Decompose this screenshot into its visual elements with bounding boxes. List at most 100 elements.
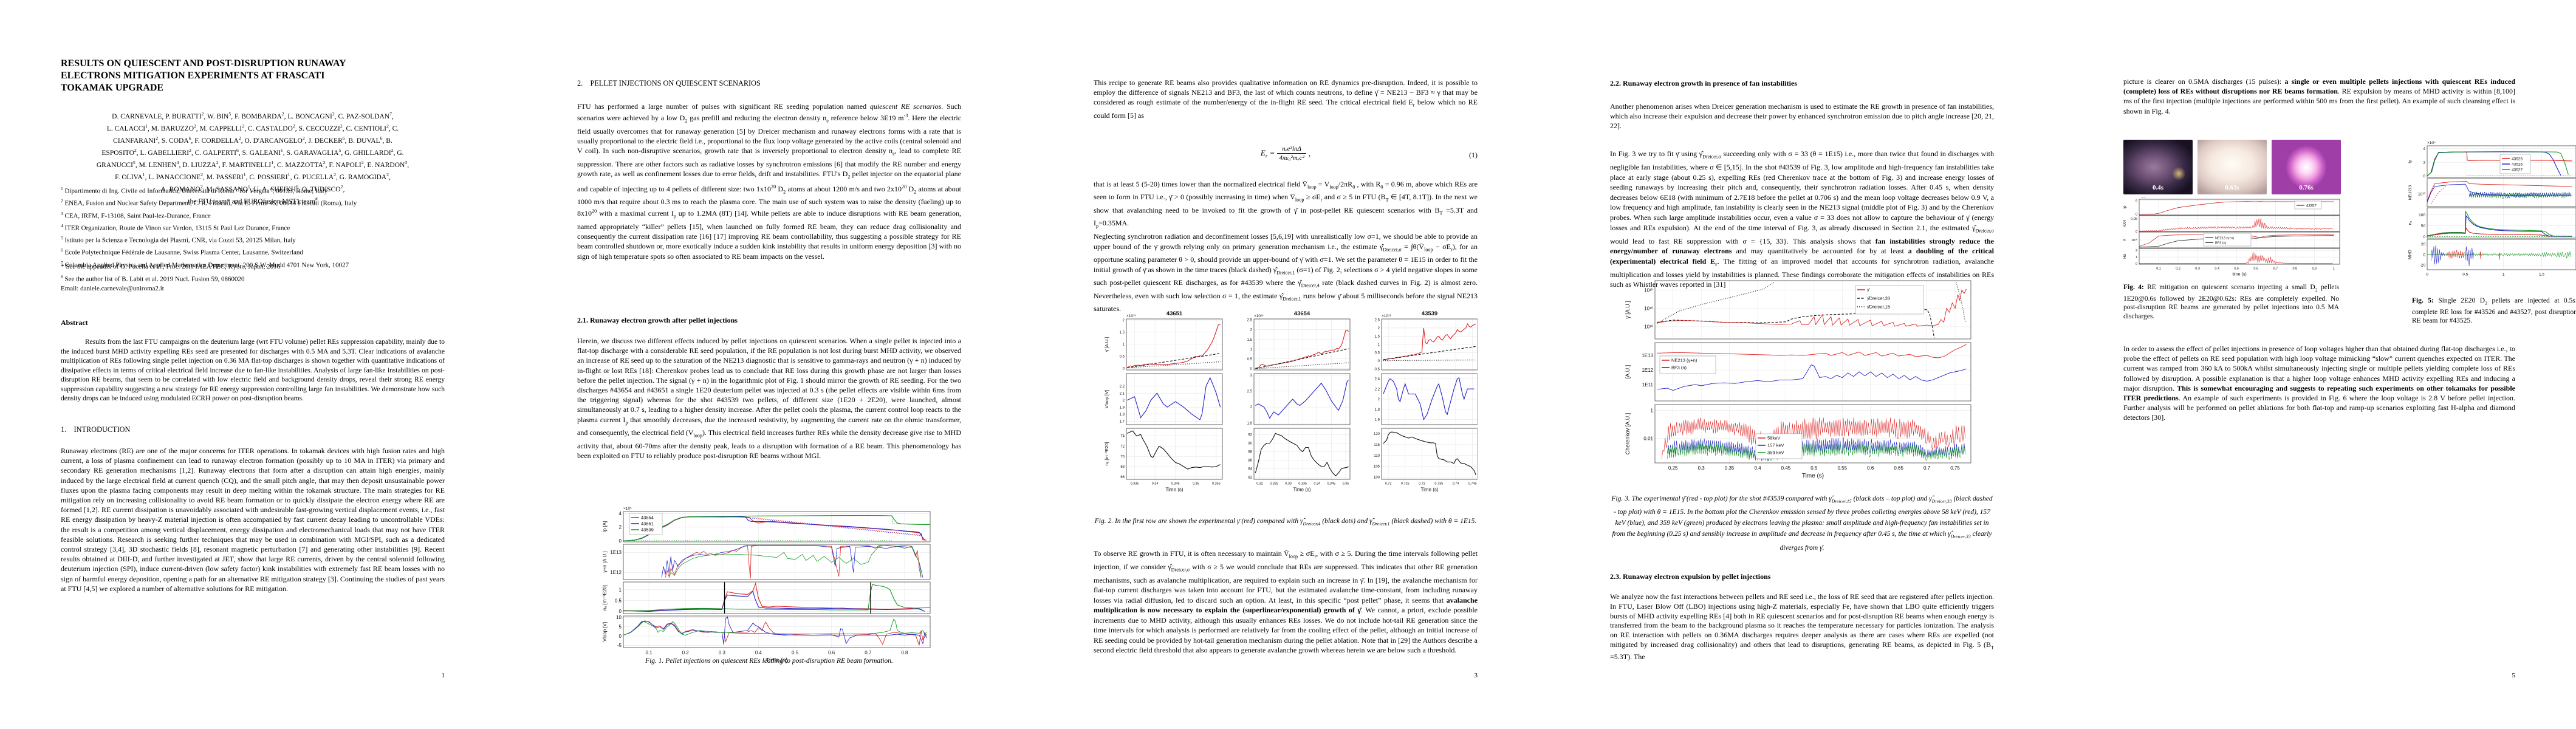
svg-text:0: 0 <box>1123 367 1125 371</box>
page-2: 2. PELLET INJECTIONS ON QUIESCENT SCENAR… <box>515 0 1030 729</box>
svg-text:Time (s): Time (s) <box>1802 473 1824 479</box>
svg-text:58keV: 58keV <box>1767 436 1780 441</box>
figure-5-caption: Fig. 5: Single 2E20 D2 pellets are injec… <box>2412 297 2576 325</box>
svg-text:NE213 (γ+n): NE213 (γ+n) <box>1671 358 1697 363</box>
svg-text:1.5: 1.5 <box>2539 273 2544 277</box>
svg-text:0.4: 0.4 <box>1754 465 1761 471</box>
svg-text:0.325: 0.325 <box>1270 482 1278 486</box>
svg-text:0.7: 0.7 <box>865 650 872 655</box>
svg-text:0: 0 <box>2423 235 2425 239</box>
svg-text:0: 0 <box>2423 253 2425 257</box>
svg-text:0.2: 0.2 <box>682 650 690 655</box>
figure-2-plot: 0 0.5 1 1.5 2 γ̄ [A.U.] ×10¹³ 43651 0 0.5 1 1.5 2 2.5… <box>1104 310 1478 493</box>
svg-text:1: 1 <box>1651 408 1654 413</box>
svg-text:γ̄ [A.U.]: γ̄ [A.U.] <box>1104 337 1109 352</box>
page-number-5: 5 <box>2512 672 2516 679</box>
svg-text:γ̂Dreicer,15: γ̂Dreicer,15 <box>1867 304 1890 310</box>
svg-text:0: 0 <box>2136 262 2137 266</box>
recipe-paragraph: This recipe to generate RE beams also pr… <box>1094 78 1478 120</box>
svg-text:68: 68 <box>1120 465 1125 469</box>
svg-text:0.1: 0.1 <box>646 650 653 655</box>
affiliation-line: 7 Columbia Applied Physics and Applied M… <box>61 259 349 269</box>
svg-text:43651: 43651 <box>1166 310 1183 317</box>
svg-text:BF3 (n): BF3 (n) <box>1671 365 1687 371</box>
abstract-paragraph: Results from the last FTU campaigns on t… <box>61 338 445 402</box>
svg-text:43527: 43527 <box>2512 168 2523 173</box>
svg-text:0: 0 <box>2423 174 2425 179</box>
svg-text:Ip: Ip <box>2123 205 2127 209</box>
svg-text:nₑ: nₑ <box>2408 221 2413 225</box>
svg-text:0.34: 0.34 <box>1152 482 1159 486</box>
svg-text:0: 0 <box>2136 230 2137 234</box>
svg-text:0.5: 0.5 <box>792 650 799 655</box>
svg-text:110: 110 <box>1374 454 1380 458</box>
affiliation-line: 3 CEA, IRFM, F-13108, Saint Paul-lez-Dur… <box>61 210 211 220</box>
svg-text:0.55: 0.55 <box>1837 465 1847 471</box>
svg-text:0.01: 0.01 <box>1643 436 1653 441</box>
footnote-block: * See the appendix of G. Pucella et al.,… <box>61 262 445 293</box>
page-1: RESULTS ON QUIESCENT AND POST-DISRUPTION… <box>0 0 515 729</box>
avalanche-paragraph: To observe RE growth in FTU, it is often… <box>1094 549 1478 655</box>
author-line: A. ROMANO2, M. SASSANO1, U. A. SHEIKH6, … <box>160 184 345 194</box>
svg-text:1.5: 1.5 <box>1375 335 1380 339</box>
svg-text:0.5: 0.5 <box>2234 267 2239 271</box>
svg-text:5: 5 <box>619 625 622 630</box>
svg-text:-5: -5 <box>617 643 622 648</box>
figure-4-caption: Fig. 4: RE mitigation on quiescent scena… <box>2123 284 2339 320</box>
svg-text:120: 120 <box>1374 433 1380 436</box>
svg-text:1.9: 1.9 <box>1120 406 1125 409</box>
affiliation-line: 5 Istituto per la Scienza e Tecnologia d… <box>61 235 296 244</box>
svg-text:2.5: 2.5 <box>1375 318 1380 322</box>
figure-2-caption: Fig. 2. In the first row are shown the e… <box>1094 518 1477 527</box>
svg-text:3: 3 <box>1250 374 1253 378</box>
footnote-line: # See the author list of B. Labit et al.… <box>61 273 245 283</box>
svg-text:-0.5: -0.5 <box>1374 368 1380 372</box>
author-list: D. CARNEVALE, P. BURATTI2, W. BIN5, F. B… <box>61 109 445 207</box>
section-2-3-heading: 2.3. Runaway electron expulsion by pelle… <box>1610 572 1771 581</box>
svg-text:43539: 43539 <box>1422 310 1437 317</box>
section-2-1-heading: 2.1. Runaway electron growth after pelle… <box>577 316 738 324</box>
svg-text:2: 2 <box>2423 160 2425 165</box>
svg-text:2.5: 2.5 <box>1247 390 1253 394</box>
svg-text:359 keV: 359 keV <box>1767 450 1784 456</box>
author-line: L. CALACCI1, M. BARUZZO2, M. CAPPELLI2, … <box>106 123 399 132</box>
expulsion-paragraph: We analyze now the fast interactions bet… <box>1610 592 1994 662</box>
svg-text:0.6: 0.6 <box>2253 267 2258 271</box>
svg-text:NE213 (γ+n): NE213 (γ+n) <box>2215 237 2234 241</box>
svg-text:2: 2 <box>1250 406 1253 409</box>
svg-text:Vloop [V]: Vloop [V] <box>1104 390 1109 408</box>
svg-text:0.335: 0.335 <box>1298 482 1307 486</box>
svg-text:0.74: 0.74 <box>1453 482 1459 486</box>
affiliation-line: 4 ITER Organization, Route de Vinon sur … <box>61 222 290 232</box>
svg-text:4: 4 <box>2423 147 2425 151</box>
svg-text:1: 1 <box>619 587 622 592</box>
svg-text:×10¹³: ×10¹³ <box>1254 314 1264 318</box>
figure-4-camera-row: 0.4s 0.63s 0.76s <box>2123 140 2341 194</box>
svg-text:γ̂Dreicer,33: γ̂Dreicer,33 <box>1867 296 1890 301</box>
pellet-cleansing-paragraph: picture is clearer on 0.5MA discharges (… <box>2123 77 2516 115</box>
svg-text:×10¹³: ×10¹³ <box>1126 314 1136 318</box>
svg-text:0.6: 0.6 <box>828 650 835 655</box>
svg-text:70: 70 <box>1120 455 1125 459</box>
svg-text:0.65: 0.65 <box>1894 465 1903 471</box>
svg-text:0.4: 0.4 <box>755 650 762 655</box>
svg-text:0: 0 <box>619 609 622 614</box>
svg-text:92: 92 <box>1248 434 1252 437</box>
author-line: D. CARNEVALE, P. BURATTI2, W. BIN5, F. B… <box>112 111 394 120</box>
svg-text:10¹⁰: 10¹⁰ <box>1644 306 1653 312</box>
svg-text:1.7: 1.7 <box>1120 420 1125 423</box>
svg-text:0.05: 0.05 <box>2131 217 2137 221</box>
svg-text:100: 100 <box>1374 476 1380 480</box>
svg-text:84: 84 <box>1248 468 1252 471</box>
footnote-line: * See the appendix of G. Pucella et al.,… <box>61 263 281 270</box>
svg-text:0.32: 0.32 <box>1256 482 1263 486</box>
svg-text:10¹⁰: 10¹⁰ <box>2418 192 2425 197</box>
svg-text:0.5: 0.5 <box>1120 355 1125 359</box>
svg-text:10: 10 <box>616 615 622 620</box>
svg-text:nₑ [m⁻³E20]: nₑ [m⁻³E20] <box>602 585 608 611</box>
svg-text:0.1: 0.1 <box>2156 267 2161 271</box>
equation-number: (1) <box>1469 151 1478 159</box>
svg-text:43654: 43654 <box>1294 310 1310 317</box>
